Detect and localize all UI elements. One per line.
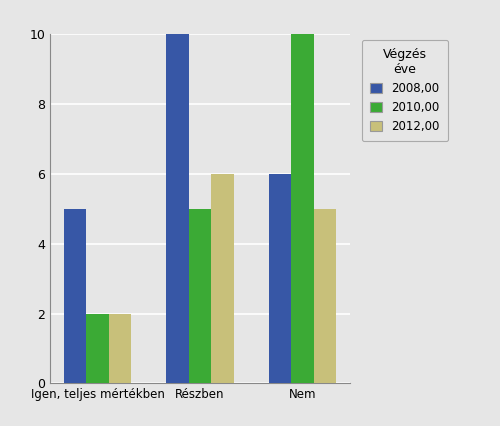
Legend: 2008,00, 2010,00, 2012,00: 2008,00, 2010,00, 2012,00 xyxy=(362,40,448,141)
Bar xyxy=(166,34,188,383)
Bar xyxy=(64,209,86,383)
Bar xyxy=(268,174,291,383)
Bar xyxy=(314,209,336,383)
Bar xyxy=(292,34,314,383)
Bar xyxy=(188,209,212,383)
Bar xyxy=(212,174,234,383)
Bar xyxy=(86,314,108,383)
Bar xyxy=(108,314,132,383)
